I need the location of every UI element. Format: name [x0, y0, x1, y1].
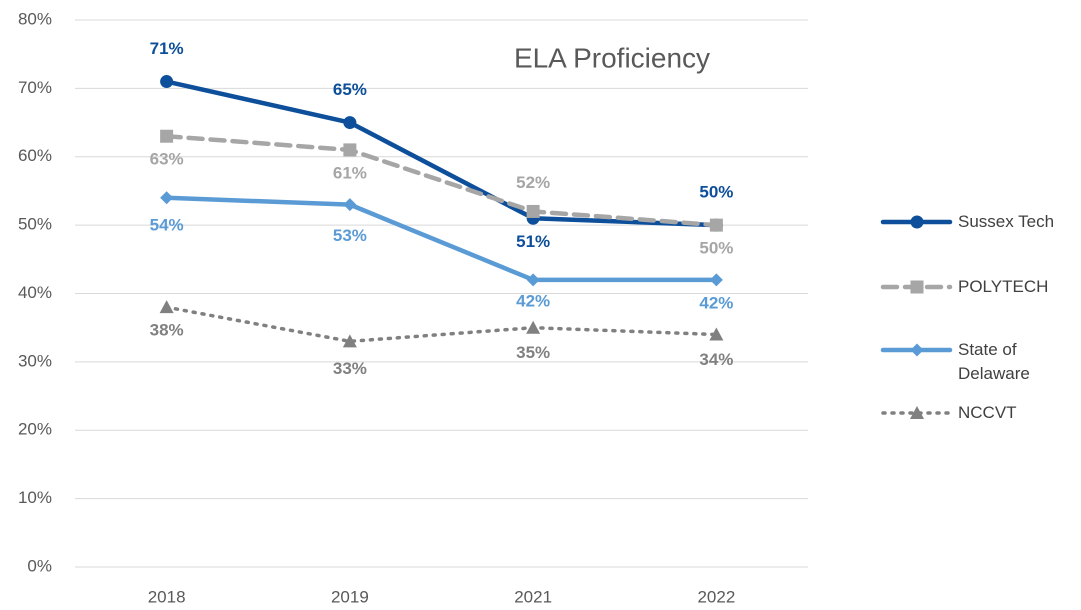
y-tick-label: 20% — [18, 420, 52, 439]
data-label: 35% — [516, 343, 550, 362]
series-line — [164, 195, 719, 283]
data-label: 54% — [150, 215, 184, 234]
data-point — [709, 218, 723, 232]
data-label: 52% — [516, 173, 550, 192]
data-label: 38% — [150, 321, 184, 340]
legend-swatch — [880, 215, 953, 229]
data-point — [526, 273, 540, 287]
data-point — [343, 116, 357, 130]
data-label: 50% — [699, 239, 733, 258]
data-point — [160, 191, 174, 205]
data-point — [159, 300, 174, 314]
series-line — [164, 133, 719, 228]
data-point — [160, 75, 174, 89]
data-label: 51% — [516, 232, 550, 251]
data-label: 71% — [150, 39, 184, 58]
y-tick-label: 40% — [18, 283, 52, 302]
data-label: 63% — [150, 150, 184, 169]
data-label: 34% — [699, 350, 733, 369]
legend-label: State of Delaware — [958, 340, 1030, 383]
y-tick-label: 30% — [18, 351, 52, 370]
data-label: 33% — [333, 359, 367, 378]
legend-marker — [910, 343, 924, 357]
x-tick-label: 2019 — [331, 587, 369, 606]
y-tick-label: 80% — [18, 9, 52, 28]
y-tick-label: 60% — [18, 146, 52, 165]
y-tick-label: 0% — [27, 556, 52, 575]
series-line — [164, 305, 719, 344]
data-point — [526, 320, 541, 334]
data-point — [526, 204, 540, 218]
legend-item: NCCVT — [880, 401, 1068, 425]
legend-label: NCCVT — [958, 403, 1017, 422]
legend-marker — [910, 215, 924, 229]
data-point — [342, 334, 357, 348]
data-point — [709, 273, 723, 287]
legend-item: POLYTECH — [880, 275, 1068, 299]
series-line — [164, 79, 719, 228]
y-tick-label: 70% — [18, 78, 52, 97]
legend-swatch — [880, 280, 953, 294]
legend-swatch — [881, 406, 952, 419]
x-tick-label: 2021 — [514, 587, 552, 606]
legend-label: POLYTECH — [958, 277, 1049, 296]
data-label: 61% — [333, 163, 367, 182]
x-tick-label: 2018 — [148, 587, 186, 606]
legend-swatch — [880, 343, 953, 357]
y-tick-label: 10% — [18, 488, 52, 507]
data-label: 50% — [699, 183, 733, 202]
legend-item: State of Delaware — [880, 338, 1068, 386]
chart-title: ELA Proficiency — [514, 42, 710, 73]
data-point — [709, 327, 724, 341]
data-label: 42% — [699, 293, 733, 312]
legend-label: Sussex Tech — [958, 212, 1055, 231]
x-tick-label: 2022 — [697, 587, 735, 606]
legend-marker — [910, 280, 924, 294]
data-label: 65% — [333, 80, 367, 99]
legend-marker — [910, 406, 924, 419]
data-point — [343, 198, 357, 212]
data-point — [160, 129, 174, 143]
legend-item: Sussex Tech — [880, 210, 1068, 234]
data-label: 53% — [333, 226, 367, 245]
data-point — [343, 143, 357, 157]
y-tick-label: 50% — [18, 215, 52, 234]
data-label: 42% — [516, 291, 550, 310]
